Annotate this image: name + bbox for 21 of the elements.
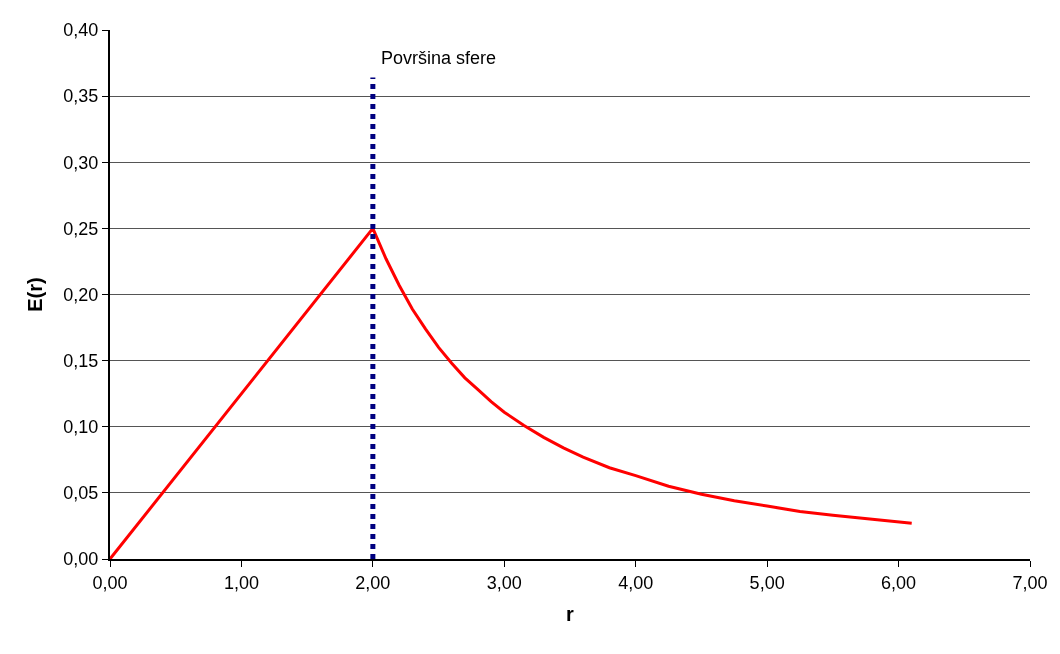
x-tick-label: 3,00 — [486, 572, 522, 593]
y-tick-label: 0,25 — [63, 218, 99, 239]
x-axis-title: r — [566, 602, 575, 625]
y-tick-label: 0,30 — [63, 152, 99, 173]
x-tick-label: 1,00 — [223, 572, 259, 593]
x-tick-label: 7,00 — [1012, 572, 1048, 593]
ref-line-label: Površina sfere — [381, 48, 497, 68]
line-series — [110, 226, 914, 559]
y-tick-label: 0,35 — [63, 86, 99, 107]
y-axis-title: E(r) — [24, 277, 47, 312]
y-tick-label: 0,10 — [63, 417, 99, 438]
x-tick-label: 4,00 — [618, 572, 654, 593]
y-tick-label: 0,20 — [63, 284, 99, 305]
y-tick-label: 0,05 — [63, 483, 99, 504]
x-tick-label: 2,00 — [355, 572, 391, 593]
x-tick-label: 5,00 — [749, 572, 785, 593]
y-tick-label: 0,15 — [63, 350, 99, 371]
y-tick-label: 0,00 — [63, 549, 99, 570]
y-tick-label: 0,40 — [63, 20, 99, 41]
x-tick-label: 0,00 — [92, 572, 128, 593]
x-tick-label: 6,00 — [881, 572, 917, 593]
